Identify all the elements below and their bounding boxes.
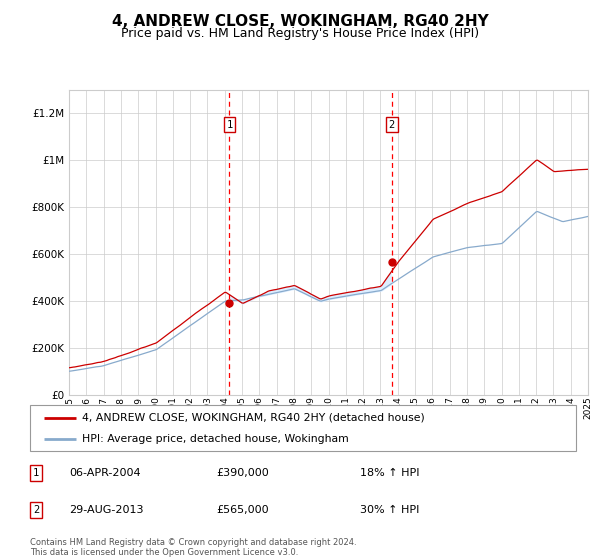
Text: 4, ANDREW CLOSE, WOKINGHAM, RG40 2HY: 4, ANDREW CLOSE, WOKINGHAM, RG40 2HY [112,14,488,29]
Text: 29-AUG-2013: 29-AUG-2013 [69,505,143,515]
Text: 1: 1 [33,468,39,478]
Text: 4, ANDREW CLOSE, WOKINGHAM, RG40 2HY (detached house): 4, ANDREW CLOSE, WOKINGHAM, RG40 2HY (de… [82,413,425,423]
Text: £390,000: £390,000 [216,468,269,478]
Text: 2: 2 [33,505,39,515]
Text: HPI: Average price, detached house, Wokingham: HPI: Average price, detached house, Woki… [82,435,349,444]
Text: 06-APR-2004: 06-APR-2004 [69,468,140,478]
Text: 30% ↑ HPI: 30% ↑ HPI [360,505,419,515]
Text: 1: 1 [226,120,232,130]
Text: Price paid vs. HM Land Registry's House Price Index (HPI): Price paid vs. HM Land Registry's House … [121,27,479,40]
Text: Contains HM Land Registry data © Crown copyright and database right 2024.
This d: Contains HM Land Registry data © Crown c… [30,538,356,557]
Text: 18% ↑ HPI: 18% ↑ HPI [360,468,419,478]
Text: 2: 2 [389,120,395,130]
Text: £565,000: £565,000 [216,505,269,515]
FancyBboxPatch shape [30,405,576,451]
